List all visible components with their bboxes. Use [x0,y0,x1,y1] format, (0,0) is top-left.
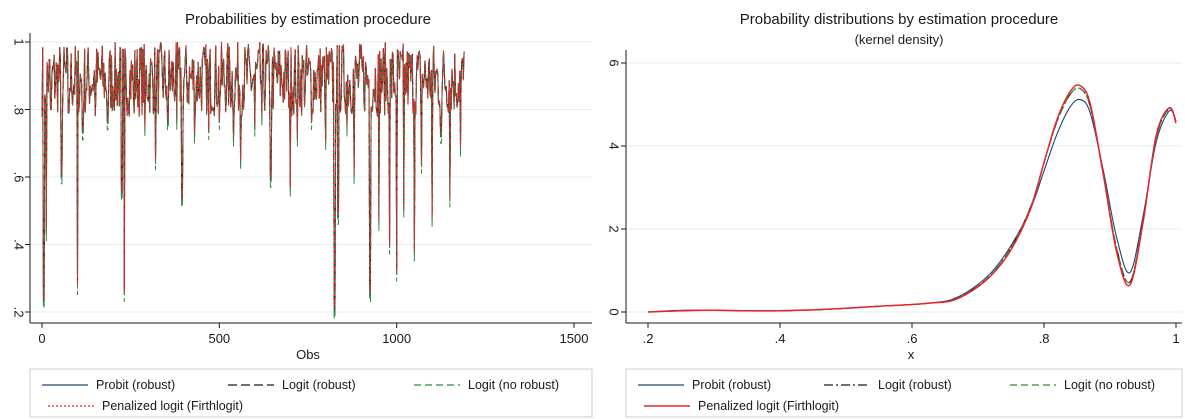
left-y-tick-label: .2 [12,307,27,318]
right-grid [626,62,1182,313]
right-y-tick-label: 4 [607,142,622,149]
right-x-tick-label: .4 [775,331,786,346]
left-series [41,41,465,320]
legend-label: Logit (no robust) [468,378,559,392]
right-y-tick-label: 2 [607,225,622,232]
right-ticks: 0 2 4 6 .2 .4 .6 .8 1 [607,59,1180,346]
right-series [647,84,1177,313]
left-series-line [41,41,465,310]
right-y-tick-label: 0 [607,308,622,315]
legend-label: Logit (no robust) [1064,378,1155,392]
right-x-tick-label: .6 [907,331,918,346]
right-plot-background [626,50,1182,323]
right-legend-box [625,368,1183,418]
legend-label: Logit (robust) [878,378,952,392]
right-chart-subtitle: (kernel density) [855,32,944,47]
left-x-tick-label: 500 [208,331,230,346]
left-x-tick-label: 1000 [382,331,411,346]
right-x-tick-label: .8 [1039,331,1050,346]
right-y-tick-label: 6 [607,59,622,66]
left-y-tick-label: 1 [12,38,27,45]
legend-label: Probit (robust) [692,378,771,392]
legend-label: Penalized logit (Firthlogit) [102,399,243,413]
left-y-tick-label: .8 [12,104,27,115]
right-series-line [647,84,1177,313]
left-ticks: .2 .4 .6 .8 1 0 500 1000 1500 [12,38,589,346]
left-x-tick-label: 0 [38,331,45,346]
right-chart: Probability distributions by estimation … [607,11,1182,362]
right-x-tick-label: 1 [1172,331,1179,346]
legend-label: Penalized logit (Firthlogit) [698,399,839,413]
legend-label: Logit (robust) [282,378,356,392]
left-y-tick-label: .4 [12,239,27,250]
legend-label: Probit (robust) [96,378,175,392]
left-chart-title: Probabilities by estimation procedure [185,11,431,28]
right-x-axis-label: x [908,347,915,362]
right-chart-title: Probability distributions by estimation … [740,11,1059,28]
left-x-axis-label: Obs [296,347,320,362]
left-legend: Probit (robust) Logit (robust) Logit (no r… [42,378,559,413]
left-chart: Probabilities by estimation procedure .2… [12,11,592,362]
right-legend: Probit (robust) Logit (robust) Logit (no r… [638,378,1155,413]
left-x-tick-label: 1500 [560,331,589,346]
right-x-tick-label: .2 [643,331,654,346]
left-legend-box [29,368,593,418]
left-y-tick-label: .6 [12,172,27,183]
